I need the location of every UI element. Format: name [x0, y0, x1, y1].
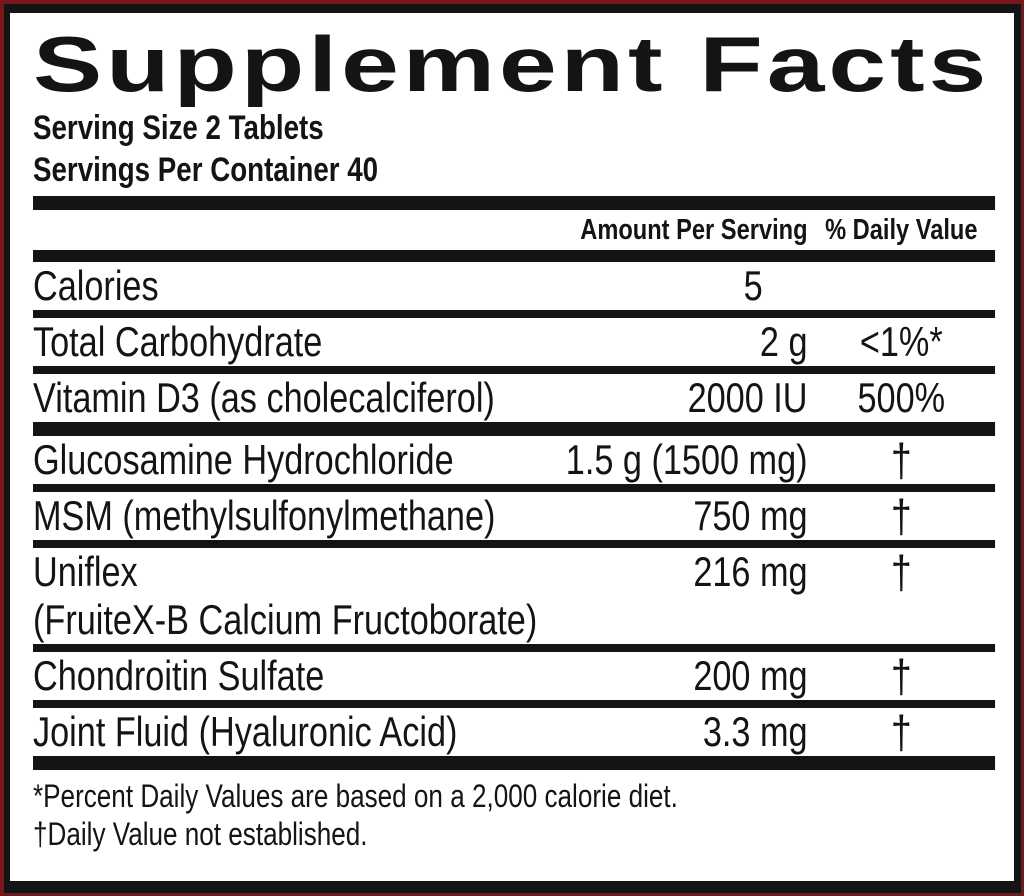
table-row-glucosamine: Glucosamine Hydrochloride 1.5 g (1500 mg…	[33, 436, 995, 484]
ingredient-name: Uniflex	[33, 548, 138, 595]
divider-double-rule	[33, 366, 996, 374]
ingredient-name: MSM (methylsulfonylmethane)	[33, 492, 496, 539]
table-row-chondroitin: Chondroitin Sulfate 200 mg †	[33, 652, 995, 700]
ingredient-name: Vitamin D3 (as cholecalciferol)	[33, 374, 495, 421]
column-header-row: Amount Per Serving % Daily Value	[33, 210, 995, 250]
amount-value: 3.3 mg	[702, 708, 808, 755]
ingredient-name: Joint Fluid (Hyaluronic Acid)	[33, 708, 458, 755]
divider-double-rule	[33, 540, 996, 548]
panel-title: Supplement Facts	[33, 20, 991, 108]
daily-value: 500%	[857, 374, 946, 421]
daily-value-dagger: †	[890, 434, 912, 486]
amount-value: 2000 IU	[687, 374, 808, 421]
divider-thick	[33, 250, 996, 262]
daily-value-dagger: †	[890, 490, 912, 542]
daily-value-dagger: †	[890, 546, 912, 598]
amount-value: 200 mg	[693, 652, 808, 699]
ingredient-name-line2: (FruiteX-B Calcium Fructoborate)	[33, 596, 538, 643]
table-row-uniflex: Uniflex 216 mg † (FruiteX-B Calcium Fruc…	[33, 548, 995, 644]
table-row-total-carbohydrate: Total Carbohydrate 2 g <1%*	[33, 318, 995, 366]
footnote-percent-daily-values: *Percent Daily Values are based on a 2,0…	[33, 778, 678, 814]
amount-value: 216 mg	[693, 548, 808, 595]
divider-double-rule	[33, 700, 996, 708]
amount-value: 1.5 g (1500 mg)	[565, 436, 808, 483]
divider-double-rule	[33, 484, 996, 492]
table-row-calories: Calories 5	[33, 262, 995, 310]
header-daily-value: % Daily Value	[825, 214, 978, 246]
header-amount-per-serving: Amount Per Serving	[580, 214, 808, 246]
table-row-vitamin-d3: Vitamin D3 (as cholecalciferol) 2000 IU …	[33, 374, 995, 422]
facts-table: Serving Size 2 Tablets Servings Per Cont…	[33, 107, 996, 853]
footnotes: *Percent Daily Values are based on a 2,0…	[33, 777, 995, 853]
table-row-msm: MSM (methylsulfonylmethane) 750 mg †	[33, 492, 995, 540]
daily-value-dagger: †	[890, 650, 912, 702]
divider-thick	[33, 196, 996, 210]
label-black-frame: Supplement Facts Serving Size 2 Tablets …	[4, 4, 1021, 893]
amount-value: 750 mg	[693, 492, 808, 539]
divider-double-rule	[33, 644, 996, 652]
table-row-joint-fluid: Joint Fluid (Hyaluronic Acid) 3.3 mg †	[33, 708, 995, 756]
footnote-daily-value-not-established: †Daily Value not established.	[33, 816, 368, 852]
amount-value: 5	[743, 262, 763, 309]
divider-thick	[33, 756, 996, 770]
divider-double-rule	[33, 310, 996, 318]
supplement-facts-panel: Supplement Facts Serving Size 2 Tablets …	[10, 13, 1014, 881]
daily-value: <1%*	[859, 318, 943, 365]
daily-value-dagger: †	[890, 706, 912, 758]
ingredient-name: Calories	[33, 262, 159, 309]
ingredient-name: Total Carbohydrate	[33, 318, 323, 365]
serving-size: Serving Size 2 Tablets	[33, 109, 324, 147]
servings-per-container: Servings Per Container 40	[33, 151, 379, 189]
ingredient-name: Glucosamine Hydrochloride	[33, 436, 454, 483]
ingredient-name: Chondroitin Sulfate	[33, 652, 325, 699]
divider-thick	[33, 422, 996, 436]
amount-value: 2 g	[759, 318, 808, 365]
